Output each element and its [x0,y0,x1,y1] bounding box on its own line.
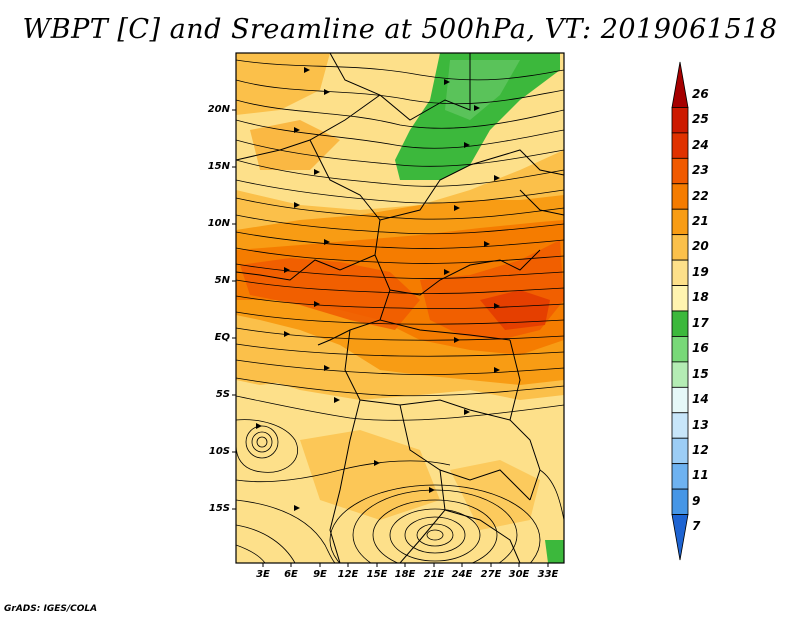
country-borders [236,53,564,563]
color-bar-cell [671,386,689,414]
color-bar-cell [671,310,689,337]
color-bar-label: 26 [692,86,709,101]
lat-label-20n: 20N [207,104,230,115]
color-bar [671,61,689,561]
streamlines [236,59,564,563]
color-bar-cell [671,463,689,490]
lat-label-15n: 15N [207,161,230,172]
lon-label-21e: 21E [423,569,445,580]
chart-title: WBPT [C] and Sreamline at 500hPa, VT: 20… [22,14,778,45]
axis-ticks [232,109,549,567]
lon-label-3e: 3E [256,569,270,580]
lon-label-33e: 33E [537,569,559,580]
color-bar-cell [671,132,689,159]
color-bar-cell [671,412,689,439]
color-bar-label: 12 [692,442,709,457]
color-bar-cell [671,437,689,465]
color-bar-label: 19 [692,264,709,279]
color-bar-label: 7 [692,519,701,534]
color-bar-cell [671,285,689,312]
lat-label-5n: 5N [214,275,230,286]
lon-label-12e: 12E [337,569,359,580]
lat-label-10s: 10S [208,446,230,457]
lat-label-5s: 5S [215,389,230,400]
color-bar-cell [671,61,689,108]
color-bar-cell [671,259,689,286]
color-bar-label: 18 [692,290,709,305]
lon-label-24e: 24E [451,569,473,580]
color-bar-cell [671,488,689,515]
color-bar-label: 15 [692,366,709,381]
color-bar-label: 17 [692,315,709,330]
color-bar-label: 11 [692,468,709,483]
color-bar-label: 20 [692,239,709,254]
color-bar-cell [671,107,689,134]
lat-label-10n: 10N [207,218,230,229]
color-bar-cell [671,514,689,561]
lon-label-27e: 27E [480,569,502,580]
color-bar-cell [671,208,689,236]
color-bar-label: 25 [692,112,709,127]
color-bar-cell [671,336,689,363]
lon-label-6e: 6E [284,569,298,580]
color-bar-label: 24 [692,137,709,152]
lon-label-15e: 15E [366,569,388,580]
lon-label-9e: 9E [313,569,327,580]
color-bar-cell [671,234,689,261]
lon-label-18e: 18E [394,569,416,580]
color-bar-label: 9 [692,493,701,508]
streamline-arrows [256,67,500,511]
color-bar-label: 14 [692,392,709,407]
lat-label-eq: EQ [214,332,230,343]
color-bar-label: 13 [692,417,709,432]
color-bar-label: 23 [692,163,709,178]
color-bar-cell [671,183,689,210]
color-bar-label: 22 [692,188,709,203]
credit-text: GrADS: IGES/COLA [4,604,98,614]
color-bar-cell [671,157,689,185]
lon-label-30e: 30E [508,569,530,580]
lat-label-15s: 15S [208,503,230,514]
map-frame [235,52,565,564]
color-bar-cell [671,361,689,388]
color-bar-label: 21 [692,213,709,228]
color-bar-label: 16 [692,341,709,356]
